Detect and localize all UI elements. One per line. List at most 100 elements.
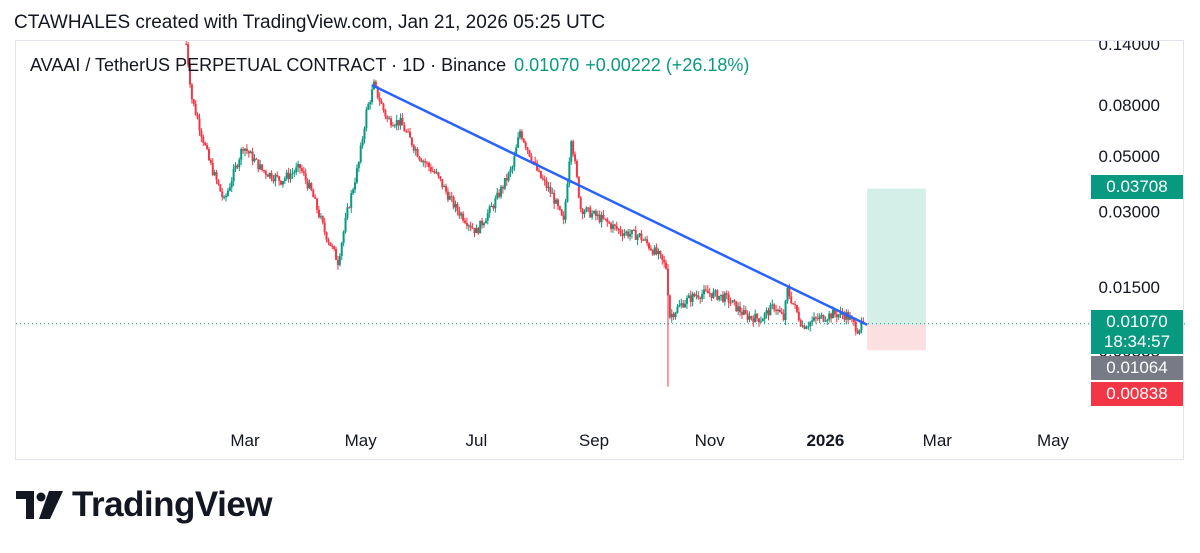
candle-body <box>266 174 269 177</box>
candle-body <box>238 159 241 168</box>
candle-body <box>820 315 823 317</box>
candle-body <box>244 148 246 151</box>
candle-body <box>511 166 514 170</box>
candle-body <box>562 215 565 220</box>
candle-body <box>670 313 673 318</box>
candle-body <box>236 165 239 168</box>
candle-body <box>209 160 212 163</box>
candle-body <box>490 205 493 207</box>
candle-body <box>253 158 256 162</box>
candle-body <box>486 212 489 221</box>
candle-body <box>814 317 817 319</box>
candle-body <box>350 193 353 208</box>
candle-body <box>566 183 569 202</box>
x-axis-tick-label: 2026 <box>806 431 844 450</box>
candle-body <box>526 147 529 151</box>
candle-body <box>818 316 821 320</box>
candle-body <box>731 300 734 303</box>
candle-body <box>780 312 783 314</box>
candle-body <box>204 142 207 146</box>
candle-body <box>684 303 687 308</box>
candle-body <box>200 130 203 137</box>
candle-body <box>190 84 193 100</box>
candle-body <box>242 148 245 151</box>
candle-body <box>695 295 698 297</box>
candle-body <box>672 313 675 318</box>
price-chart[interactable]: 0.14000 0.08000 0.05000 0.03000 0.01500 0.008… <box>16 41 1185 461</box>
candle-body <box>547 186 550 188</box>
candle-body <box>462 213 465 221</box>
candle-body <box>488 206 491 213</box>
candle-body <box>245 148 248 152</box>
candle-body <box>484 220 487 224</box>
candle-body <box>391 125 394 127</box>
candle-body <box>541 178 544 180</box>
candle-body <box>706 290 709 294</box>
candle-body <box>537 170 540 172</box>
candle-body <box>329 242 332 246</box>
candle-body <box>816 318 819 320</box>
candle-body <box>202 136 205 143</box>
candle-body <box>763 313 766 319</box>
candle-body <box>281 181 284 185</box>
candle-body <box>568 161 571 184</box>
candle-body <box>627 231 630 237</box>
candle-body <box>255 158 258 160</box>
candle-body <box>587 207 590 209</box>
tradingview-wordmark: TradingView <box>72 485 273 524</box>
candle-body <box>519 131 522 138</box>
candle-body <box>338 256 341 266</box>
candle-body <box>668 295 671 318</box>
candle-body <box>665 262 668 269</box>
candle-body <box>703 289 706 295</box>
candle-body <box>799 320 802 327</box>
candle-body <box>249 151 252 154</box>
candle-body <box>492 205 495 209</box>
candle-body <box>340 242 343 257</box>
candle-body <box>632 229 635 231</box>
candle-body <box>443 186 446 188</box>
candle-body <box>433 171 436 173</box>
candle-body <box>835 314 838 318</box>
candle-body <box>710 293 713 298</box>
x-axis-tick-label: Sep <box>579 431 609 450</box>
candle-body <box>515 147 518 156</box>
loss-zone <box>867 324 926 351</box>
candle-body <box>482 223 485 226</box>
chart-area[interactable]: 0.14000 0.08000 0.05000 0.03000 0.01500 0.008… <box>15 40 1185 461</box>
x-axis-tick-label: Jul <box>466 431 488 450</box>
candle-body <box>445 186 448 192</box>
candle-body <box>401 117 404 126</box>
candle-body <box>591 213 594 218</box>
candle-body <box>213 172 216 175</box>
candle-body <box>464 220 467 223</box>
candle-body <box>270 172 273 180</box>
candle-body <box>310 183 313 191</box>
candle-body <box>346 207 349 218</box>
candle-body <box>336 259 339 266</box>
candle-body <box>501 186 504 189</box>
candle-body <box>735 301 738 312</box>
y-axis-tick-label: 0.14000 <box>1099 41 1160 54</box>
candle-body <box>693 293 696 297</box>
candle-body <box>325 232 328 240</box>
y-axis-tick-label: 0.03000 <box>1099 203 1160 222</box>
candle-body <box>570 141 573 162</box>
candle-body <box>604 218 607 220</box>
candle-body <box>678 304 681 307</box>
candle-body <box>295 167 298 173</box>
candle-body <box>188 64 191 85</box>
candle-body <box>460 213 463 216</box>
candle-body <box>293 172 296 174</box>
candle-body <box>467 225 470 227</box>
last-price-label: 0.01070 <box>1106 311 1168 331</box>
candle-body <box>858 329 861 334</box>
candle-body <box>640 233 643 240</box>
candle-body <box>520 131 523 139</box>
candle-body <box>481 220 484 226</box>
candle-body <box>439 176 442 180</box>
candle-body <box>756 313 759 319</box>
candle-body <box>306 180 309 189</box>
candle-body <box>221 191 224 198</box>
candle-body <box>589 207 592 218</box>
